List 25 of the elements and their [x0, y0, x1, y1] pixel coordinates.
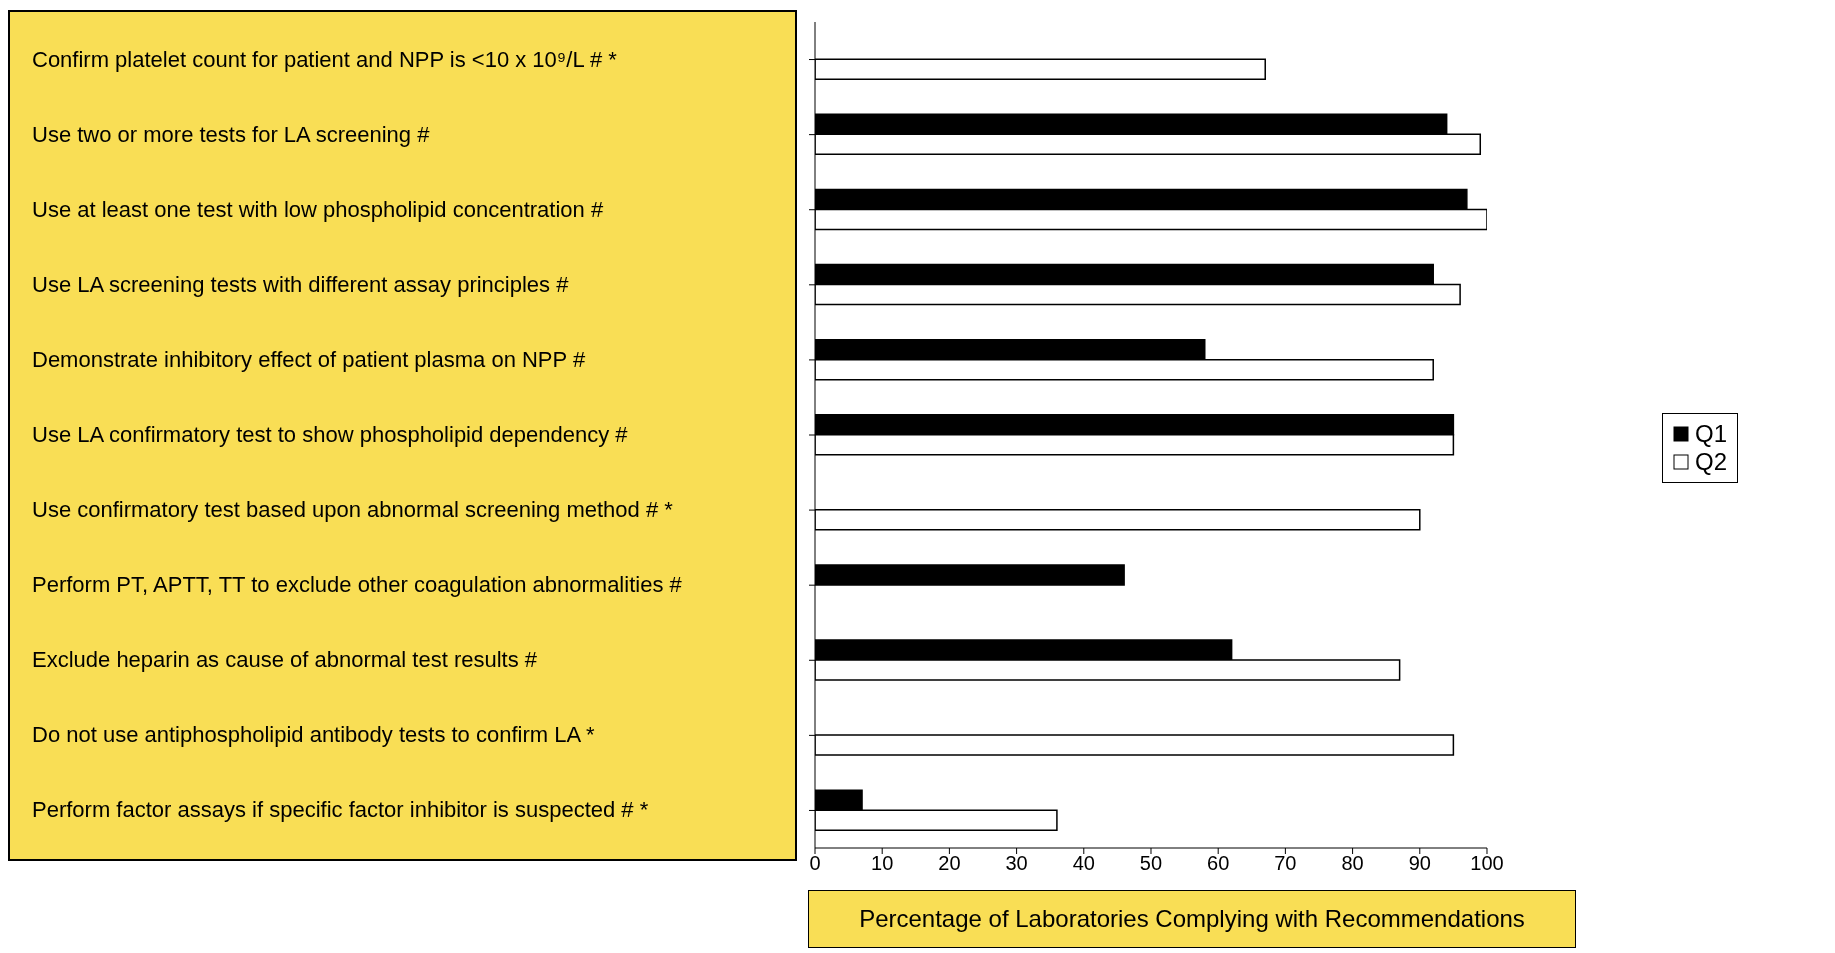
x-tick-label: 90	[1408, 852, 1431, 875]
y-tick-label: Use at least one test with low phospholipid concentration #	[32, 196, 604, 222]
x-tick-label: 70	[1274, 852, 1297, 875]
y-tick-label: Exclude heparin as cause of abnormal test results #	[32, 647, 538, 673]
x-tick-label: 50	[1139, 852, 1163, 875]
y-tick-label: Demonstrate inhibitory effect of patient plasma on NPP #	[32, 346, 586, 372]
x-tick-label: 30	[1005, 852, 1028, 875]
y-tick-label: Confirm platelet count for patient and NPP is <10 x 10⁹/L # *	[32, 46, 618, 72]
x-tick-label: 100	[1470, 852, 1504, 875]
y-tick-label: Use two or more tests for LA screening #	[32, 121, 431, 147]
y-tick-label: Use LA screening tests with different assay principles #	[32, 271, 570, 297]
legend-label: Q2	[1694, 448, 1727, 476]
y-tick-label: Perform factor assays if specific factor inhibitor is suspected # *	[32, 797, 649, 823]
x-tick-label: 80	[1341, 852, 1364, 875]
x-tick-label: 10	[871, 852, 894, 875]
x-tick-label: 0	[809, 852, 821, 875]
x-axis-title: Percentage of Laboratories Complying with Recommendations	[859, 905, 1525, 933]
x-tick-label: 40	[1072, 852, 1095, 875]
x-tick-label: 60	[1207, 852, 1230, 875]
y-tick-label: Perform PT, APTT, TT to exclude other coagulation abnormalities #	[32, 572, 683, 598]
y-tick-label: Use confirmatory test based upon abnormal screening method # *	[32, 497, 674, 523]
y-tick-label: Do not use antiphospholipid antibody tests to confirm LA *	[32, 722, 596, 748]
y-tick-label: Use LA confirmatory test to show phospholipid dependency #	[32, 422, 629, 447]
legend-label: Q1	[1694, 420, 1727, 448]
x-tick-label: 20	[938, 852, 961, 875]
